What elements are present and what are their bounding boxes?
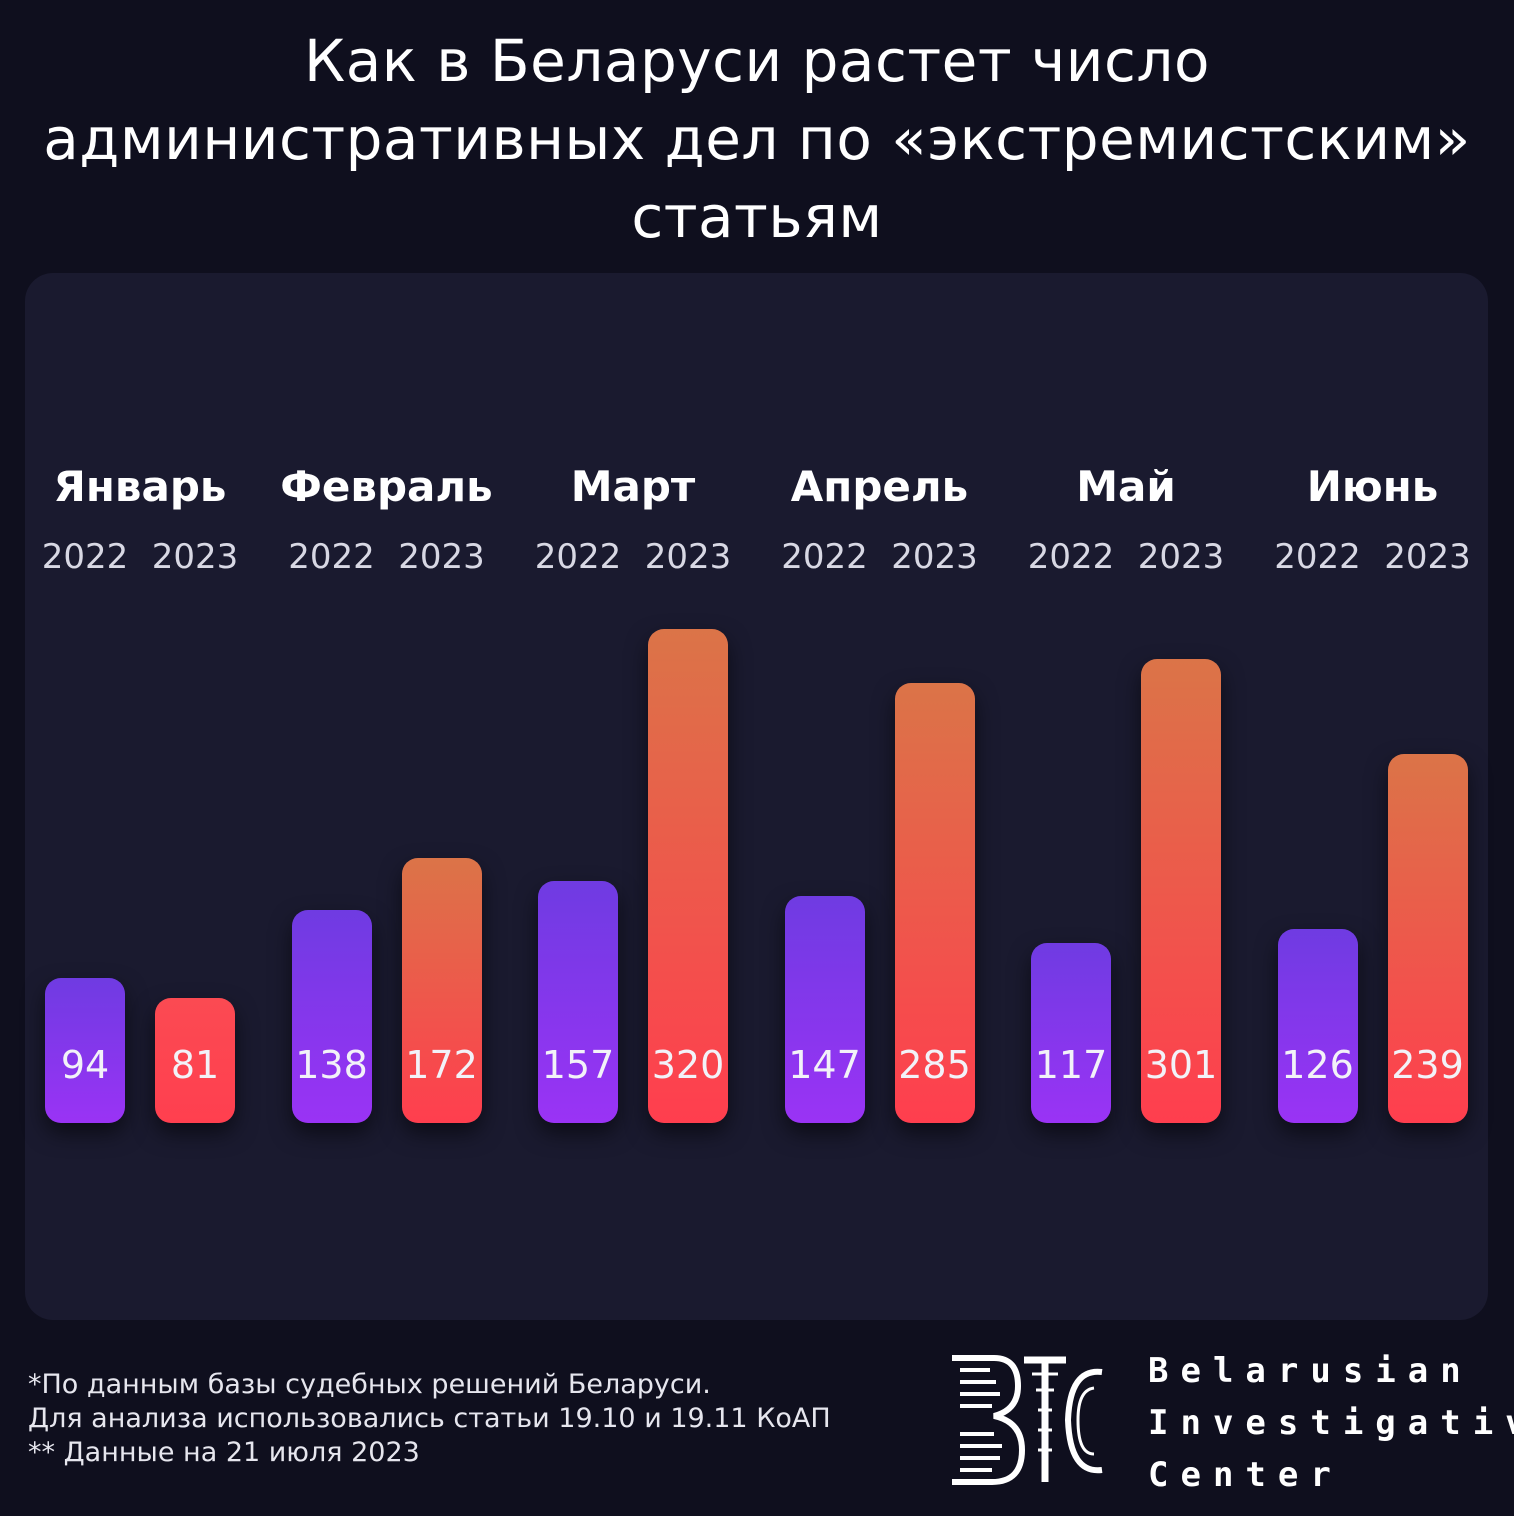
month-label: Февраль (280, 462, 493, 511)
month-label: Май (1076, 462, 1176, 511)
year-label: 2022 (781, 537, 868, 577)
title-line-1: Как в Беларуси растет число (304, 27, 1210, 95)
value-label: 94 (60, 1043, 110, 1087)
footnote-line-2: Для анализа использовались статьи 19.10 … (28, 1403, 831, 1434)
footnote: *По данным базы судебных решений Беларус… (28, 1368, 831, 1470)
bar-2023 (401, 857, 482, 1123)
year-label: 2023 (644, 537, 732, 577)
value-label: 138 (295, 1043, 368, 1087)
year-label: 2022 (1027, 537, 1115, 577)
bar-2022 (1277, 928, 1358, 1123)
chart-title: Как в Беларуси растет число администрати… (0, 22, 1514, 256)
year-label: 2023 (891, 537, 978, 577)
month-label: Июнь (1306, 462, 1439, 511)
year-label: 2022 (288, 537, 375, 577)
bar-2022 (291, 910, 372, 1123)
value-label: 301 (1144, 1043, 1218, 1087)
footnote-line-3: ** Данные на 21 июля 2023 (28, 1437, 420, 1468)
chart-panel (25, 273, 1488, 1320)
logo-line-3: Center (1148, 1455, 1343, 1495)
value-label: 117 (1034, 1043, 1108, 1087)
bar-2023 (894, 683, 975, 1123)
title-line-2: административных дел по «экстремистским» (43, 105, 1471, 173)
year-label: 2023 (1384, 537, 1471, 577)
month-label: Апрель (790, 462, 969, 511)
logo-line-2: Investigative (1148, 1403, 1514, 1443)
year-label: 2023 (151, 537, 239, 577)
footnote-line-1: *По данным базы судебных решений Беларус… (28, 1369, 711, 1400)
year-label: 2022 (41, 537, 129, 577)
title-line-3: статьям (631, 183, 883, 251)
bar-2022 (1031, 942, 1111, 1123)
bar-2023 (155, 998, 235, 1123)
year-label: 2023 (398, 537, 485, 577)
value-label: 172 (405, 1043, 478, 1087)
year-label: 2022 (534, 537, 622, 577)
month-label: Март (570, 462, 696, 511)
bar-2022 (538, 880, 618, 1123)
value-label: 81 (170, 1043, 220, 1087)
month-label: Январь (53, 462, 227, 511)
value-label: 157 (541, 1043, 615, 1087)
value-label: 320 (651, 1043, 725, 1087)
value-label: 239 (1391, 1043, 1464, 1087)
value-label: 126 (1281, 1043, 1354, 1087)
value-label: 285 (898, 1043, 971, 1087)
bar-2022 (784, 896, 865, 1123)
bar-2022 (45, 978, 125, 1123)
bar-2023 (1387, 754, 1468, 1123)
year-label: 2023 (1137, 537, 1225, 577)
logo-line-1: Belarusian (1148, 1351, 1473, 1391)
bar-2023 (648, 629, 728, 1123)
logo-wordmark: Belarusian Investigative Center (1148, 1345, 1514, 1501)
year-label: 2022 (1274, 537, 1361, 577)
bic-logo-icon (952, 1355, 1103, 1485)
bar-2023 (1141, 658, 1221, 1123)
value-label: 147 (788, 1043, 861, 1087)
